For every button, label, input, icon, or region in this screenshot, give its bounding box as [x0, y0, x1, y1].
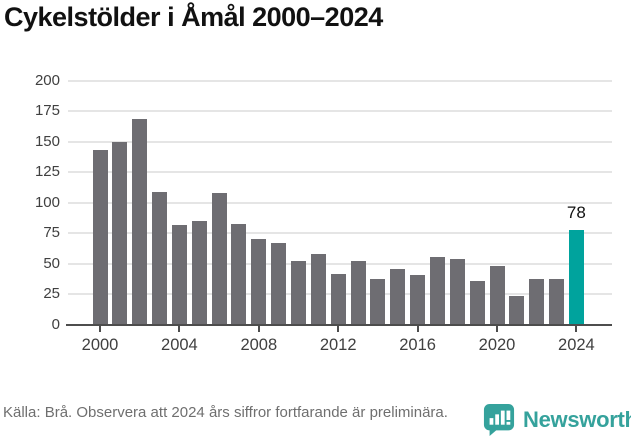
gridline-y-125: [68, 171, 612, 174]
x-tick-label: 2020: [478, 336, 516, 354]
bar-2007: [231, 223, 247, 325]
gridline-y-50: [68, 262, 612, 265]
y-tick-label: 125: [34, 163, 60, 181]
bar-2011: [310, 254, 326, 325]
y-tick-label: 175: [34, 102, 60, 120]
x-tick-label: 2016: [399, 336, 436, 354]
gridline-y-200: [68, 79, 612, 82]
bar-2000: [92, 150, 108, 325]
x-tick-2020: [496, 326, 498, 332]
y-tick-label: 25: [43, 285, 60, 303]
gridline-y-175: [68, 110, 612, 113]
bar-2002: [132, 118, 148, 325]
bar-2016: [410, 274, 426, 325]
x-tick-label: 2000: [81, 336, 119, 354]
bar-chart-speech-bubble-icon: [483, 404, 515, 436]
bar-2012: [330, 273, 346, 325]
bar-2014: [370, 278, 386, 325]
bar-2021: [509, 295, 525, 325]
x-tick-label: 2024: [558, 336, 595, 354]
x-tick-2004: [178, 326, 181, 332]
x-axis-line: [66, 324, 612, 326]
source-note: Källa: Brå. Observera att 2024 års siffr…: [3, 404, 448, 421]
x-tick-2008: [257, 326, 260, 332]
x-tick-2000: [99, 326, 101, 332]
bar-2010: [291, 261, 306, 325]
gridline-y-75: [68, 232, 612, 235]
bar-2005: [191, 221, 207, 325]
gridline-y-100: [68, 201, 612, 204]
bar-chart-plot-area: 0 25 50 75 100 125 150 175 200 2000 2004 2008 2012 20…: [34, 71, 612, 354]
bar-2003: [152, 191, 168, 325]
gridline-y-150: [68, 140, 612, 143]
x-tick-2012: [337, 326, 340, 332]
bar-2020: [489, 266, 505, 325]
bar-2008: [251, 239, 267, 325]
bar-2006: [211, 193, 227, 325]
y-tick-label: 200: [34, 71, 60, 89]
x-tick-label: 2008: [240, 336, 278, 354]
newsworthy-branding: Newsworthy: [483, 403, 631, 437]
bar-2023: [549, 278, 565, 325]
x-tick-label: 2004: [161, 336, 198, 354]
x-tick-2024: [575, 326, 578, 332]
y-tick-label: 100: [34, 193, 60, 211]
bar-2022: [529, 278, 545, 325]
bar-2009: [271, 243, 287, 325]
bar-2015: [390, 268, 406, 325]
bar-2004: [171, 224, 187, 325]
bar-2018: [449, 259, 465, 325]
x-tick-2016: [416, 326, 419, 332]
bar-2019: [469, 281, 485, 325]
bar-2024: [568, 229, 584, 325]
y-tick-label: 150: [34, 132, 60, 150]
x-tick-label: 2012: [319, 336, 357, 354]
bar-2001: [112, 141, 128, 325]
bar-2017: [429, 256, 445, 325]
brand-name: Newsworthy: [523, 407, 631, 432]
chart-title: Cykelstölder i Åmål 2000–2024: [4, 2, 383, 32]
bar-2013: [350, 261, 366, 325]
y-tick-label: 50: [43, 254, 60, 272]
bar-value-label: 78: [566, 202, 586, 222]
y-tick-label: 75: [43, 224, 60, 242]
y-tick-label: 0: [51, 316, 60, 333]
